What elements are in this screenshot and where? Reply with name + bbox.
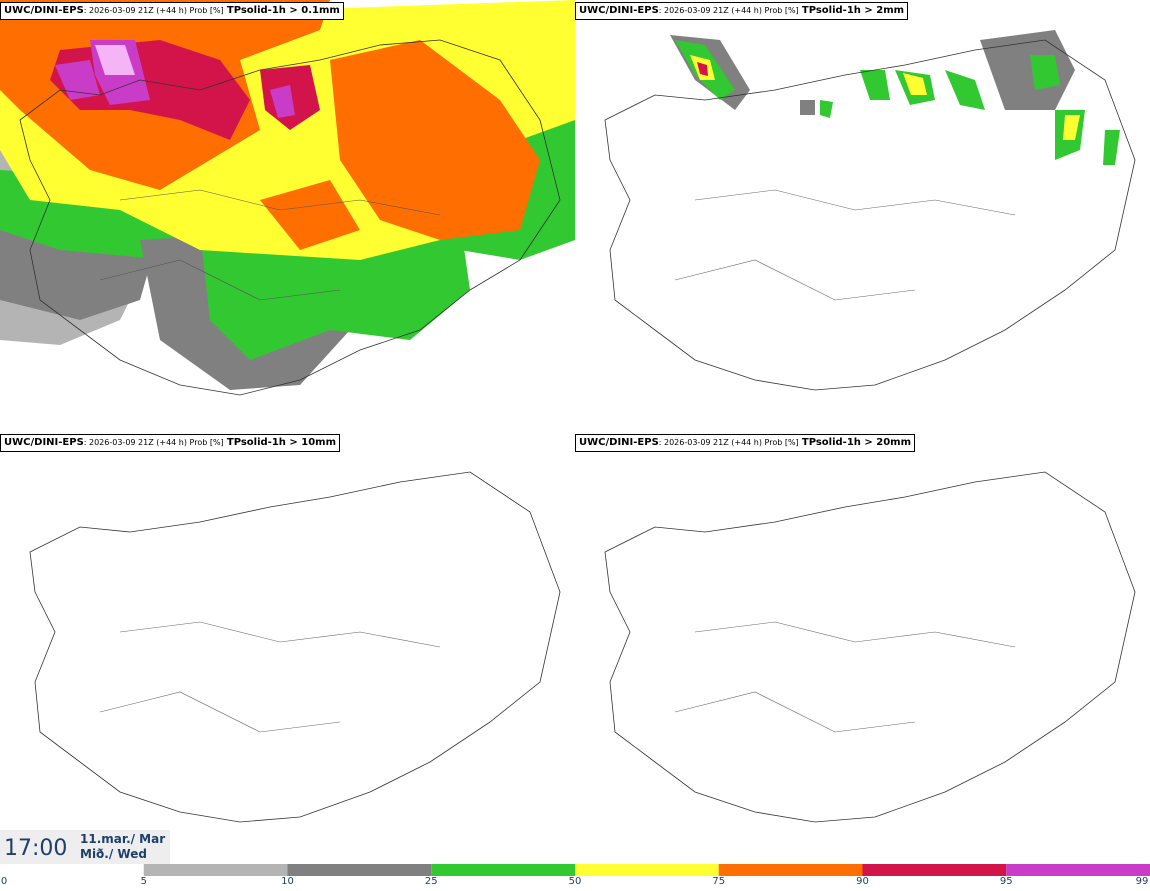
- parameter-label: TPsolid-1h > 0.1mm: [226, 5, 340, 16]
- run-info: : 2026-03-09 21Z (+44 h) Prob [%]: [83, 6, 224, 15]
- colorbar-tick-label: 10: [281, 876, 294, 887]
- valid-weekday: Mið./ Wed: [80, 847, 147, 861]
- model-name: UWC/DINI-EPS: [579, 5, 659, 16]
- colorbar-tick-label: 75: [712, 876, 726, 887]
- valid-time-box: 17:00 11.mar./ Mar Mið./ Wed: [0, 830, 170, 864]
- colorbar-tick-label: 50: [568, 876, 582, 887]
- run-info: : 2026-03-09 21Z (+44 h) Prob [%]: [658, 6, 799, 15]
- probability-map-20mm: [604, 471, 1136, 823]
- map-panel-2mm: UWC/DINI-EPS: 2026-03-09 21Z (+44 h) Pro…: [575, 0, 1150, 432]
- map-panel-20mm: UWC/DINI-EPS: 2026-03-09 21Z (+44 h) Pro…: [575, 432, 1150, 864]
- probability-map-0p1mm: [0, 0, 575, 432]
- probability-map-2mm: [604, 30, 1136, 391]
- colorbar-segment: [143, 864, 288, 876]
- model-name: UWC/DINI-EPS: [579, 437, 659, 448]
- colorbar-segment: [862, 864, 1007, 876]
- map-panel-10mm: UWC/DINI-EPS: 2026-03-09 21Z (+44 h) Pro…: [0, 432, 575, 864]
- colorbar-segment: [1006, 864, 1150, 876]
- panel-title: UWC/DINI-EPS: 2026-03-09 21Z (+44 h) Pro…: [575, 434, 916, 452]
- panel-title: UWC/DINI-EPS: 2026-03-09 21Z (+44 h) Pro…: [0, 434, 341, 452]
- valid-time: 17:00: [4, 836, 68, 861]
- run-info: : 2026-03-09 21Z (+44 h) Prob [%]: [83, 438, 224, 447]
- colorbar-segment: [575, 864, 719, 876]
- parameter-label: TPsolid-1h > 20mm: [801, 437, 912, 448]
- panel-title: UWC/DINI-EPS: 2026-03-09 21Z (+44 h) Pro…: [575, 2, 909, 20]
- colorbar-tick-label: 0: [0, 876, 8, 887]
- colorbar-tick-label: 95: [999, 876, 1013, 887]
- colorbar-tick-label: 25: [424, 876, 438, 887]
- colorbar-segment: [0, 864, 144, 876]
- colorbar-tick-label: 90: [856, 876, 869, 887]
- colorbar-tick-label: 99: [1135, 876, 1149, 887]
- colorbar-tick-label: 5: [140, 876, 147, 887]
- valid-date: 11.mar./ Mar: [80, 832, 166, 846]
- run-info: : 2026-03-09 21Z (+44 h) Prob [%]: [658, 438, 799, 447]
- probability-map-10mm: [29, 471, 561, 823]
- parameter-label: TPsolid-1h > 2mm: [801, 5, 905, 16]
- colorbar: [0, 864, 1150, 876]
- parameter-label: TPsolid-1h > 10mm: [226, 437, 337, 448]
- map-panel-0p1mm: UWC/DINI-EPS: 2026-03-09 21Z (+44 h) Pro…: [0, 0, 575, 432]
- model-name: UWC/DINI-EPS: [4, 437, 84, 448]
- colorbar-segment: [431, 864, 575, 876]
- panel-title: UWC/DINI-EPS: 2026-03-09 21Z (+44 h) Pro…: [0, 2, 344, 20]
- colorbar-segment: [718, 864, 863, 876]
- model-name: UWC/DINI-EPS: [4, 5, 84, 16]
- colorbar-segment: [287, 864, 432, 876]
